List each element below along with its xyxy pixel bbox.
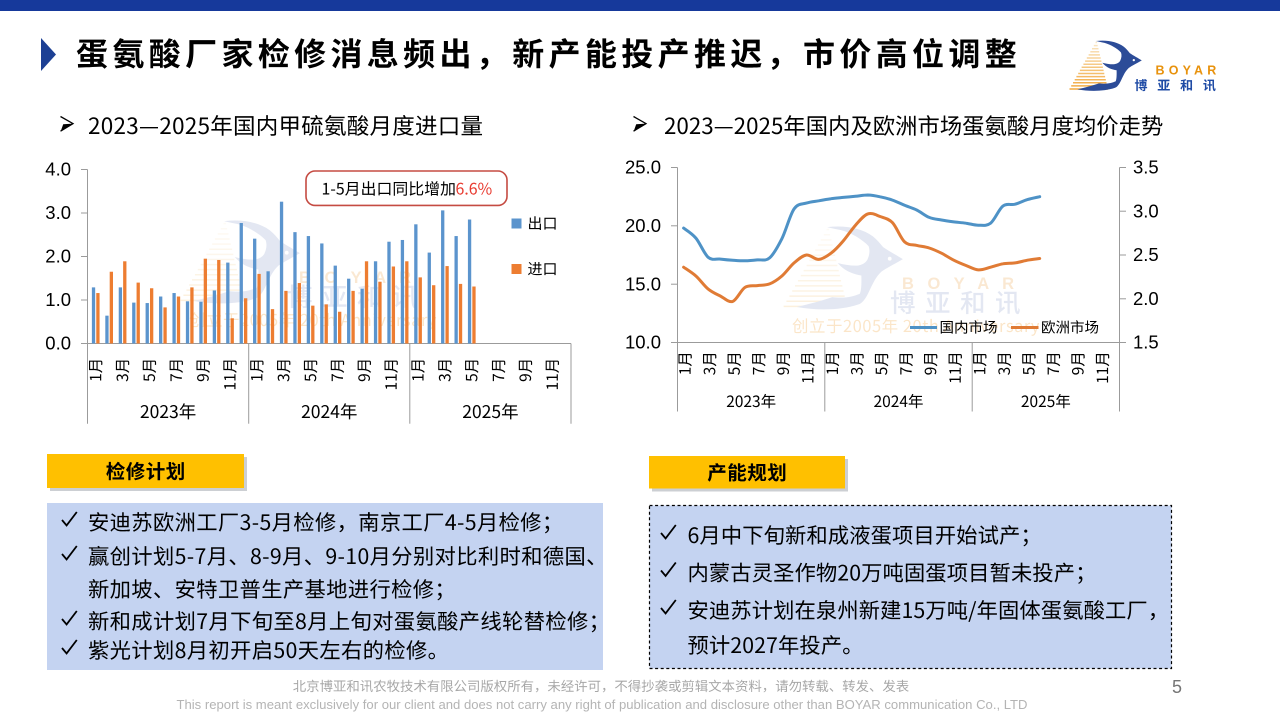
svg-text:5: 5 xyxy=(1172,677,1182,697)
svg-text:10.0: 10.0 xyxy=(625,332,661,353)
svg-text:25.0: 25.0 xyxy=(625,157,661,178)
svg-text:BOYAR: BOYAR xyxy=(1156,64,1221,78)
svg-text:3.0: 3.0 xyxy=(1133,200,1159,221)
svg-text:1.0: 1.0 xyxy=(45,289,71,310)
svg-text:2.5: 2.5 xyxy=(1133,244,1159,265)
svg-text:4.0: 4.0 xyxy=(45,159,71,180)
svg-text:2.0: 2.0 xyxy=(45,246,71,267)
svg-text:0.0: 0.0 xyxy=(45,333,71,354)
svg-text:20.0: 20.0 xyxy=(625,215,661,236)
svg-text:1.5: 1.5 xyxy=(1133,332,1159,353)
svg-text:3.5: 3.5 xyxy=(1133,157,1159,178)
svg-text:B O Y A R: B O Y A R xyxy=(902,275,1019,293)
svg-text:15.0: 15.0 xyxy=(625,273,661,294)
svg-text:This report is meant exclusive: This report is meant exclusively for our… xyxy=(176,697,1027,712)
svg-text:3.0: 3.0 xyxy=(45,202,71,223)
svg-text:B O Y A R: B O Y A R xyxy=(299,269,416,287)
svg-text:2.0: 2.0 xyxy=(1133,288,1159,309)
